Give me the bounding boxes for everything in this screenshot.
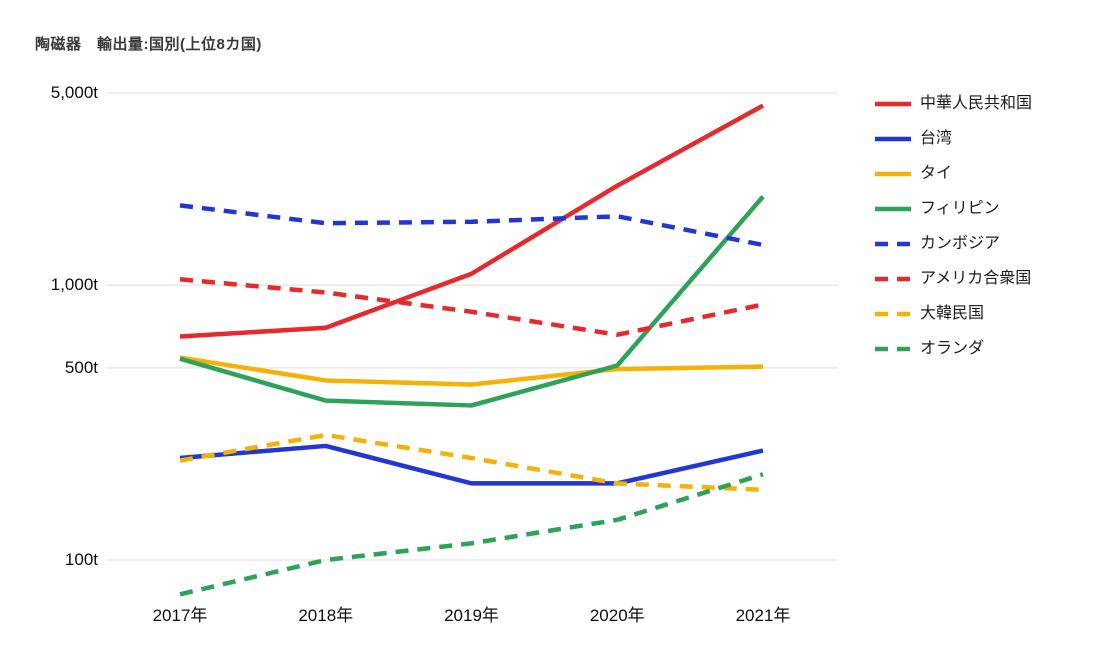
legend-item-8: オランダ [875,338,984,360]
series-line-5 [179,203,764,248]
series-line-1 [179,103,765,339]
series-line-2 [179,443,764,486]
legend-swatch-solid-line-icon [875,136,911,142]
legend-swatch-dashed-line-icon [875,346,911,352]
series-line-4 [179,195,765,408]
y-tick-label: 5,000t [50,83,98,102]
legend-swatch-solid-line-icon [875,206,911,212]
legend-label: タイ [920,165,953,182]
series-line-6 [179,277,764,337]
x-tick-label: 2017年 [152,606,208,625]
legend-item-6: アメリカ合衆国 [875,268,1031,290]
legend-label: カンボジア [920,235,1001,252]
legend-label: オランダ [920,340,985,357]
legend-item-4: フィリピン [875,198,1000,220]
y-tick-label: 1,000t [50,275,98,295]
legend-item-1: 中華人民共和国 [875,93,1032,115]
legend-item-2: 台湾 [875,128,952,150]
y-tick-label: 100t [64,549,98,569]
legend-label: 大韓民国 [920,305,985,322]
series-line-3 [179,355,764,387]
x-tick-label: 2021年 [735,606,791,625]
legend-label: 中華人民共和国 [920,95,1033,112]
legend-item-7: 大韓民国 [875,303,984,325]
series-line-8 [179,472,764,597]
legend-swatch-dashed-line-icon [875,241,911,247]
y-tick-label: 500t [64,357,98,377]
x-tick-label: 2020年 [589,606,645,625]
legend-label: 台湾 [920,130,953,147]
chart-title: 陶磁器 輸出量:国別(上位8カ国) [35,36,262,53]
series-line-7 [179,432,764,493]
x-tick-label: 2019年 [444,606,499,625]
legend-item-5: カンボジア [875,233,1000,255]
legend-swatch-solid-line-icon [875,171,911,177]
legend-item-3: タイ [875,163,952,185]
legend-swatch-dashed-line-icon [875,311,911,317]
legend-label: アメリカ合衆国 [920,270,1032,287]
legend-swatch-dashed-line-icon [875,276,911,282]
x-tick-label: 2018年 [298,606,354,625]
legend-label: フィリピン [920,200,1000,217]
legend-swatch-solid-line-icon [875,101,911,107]
